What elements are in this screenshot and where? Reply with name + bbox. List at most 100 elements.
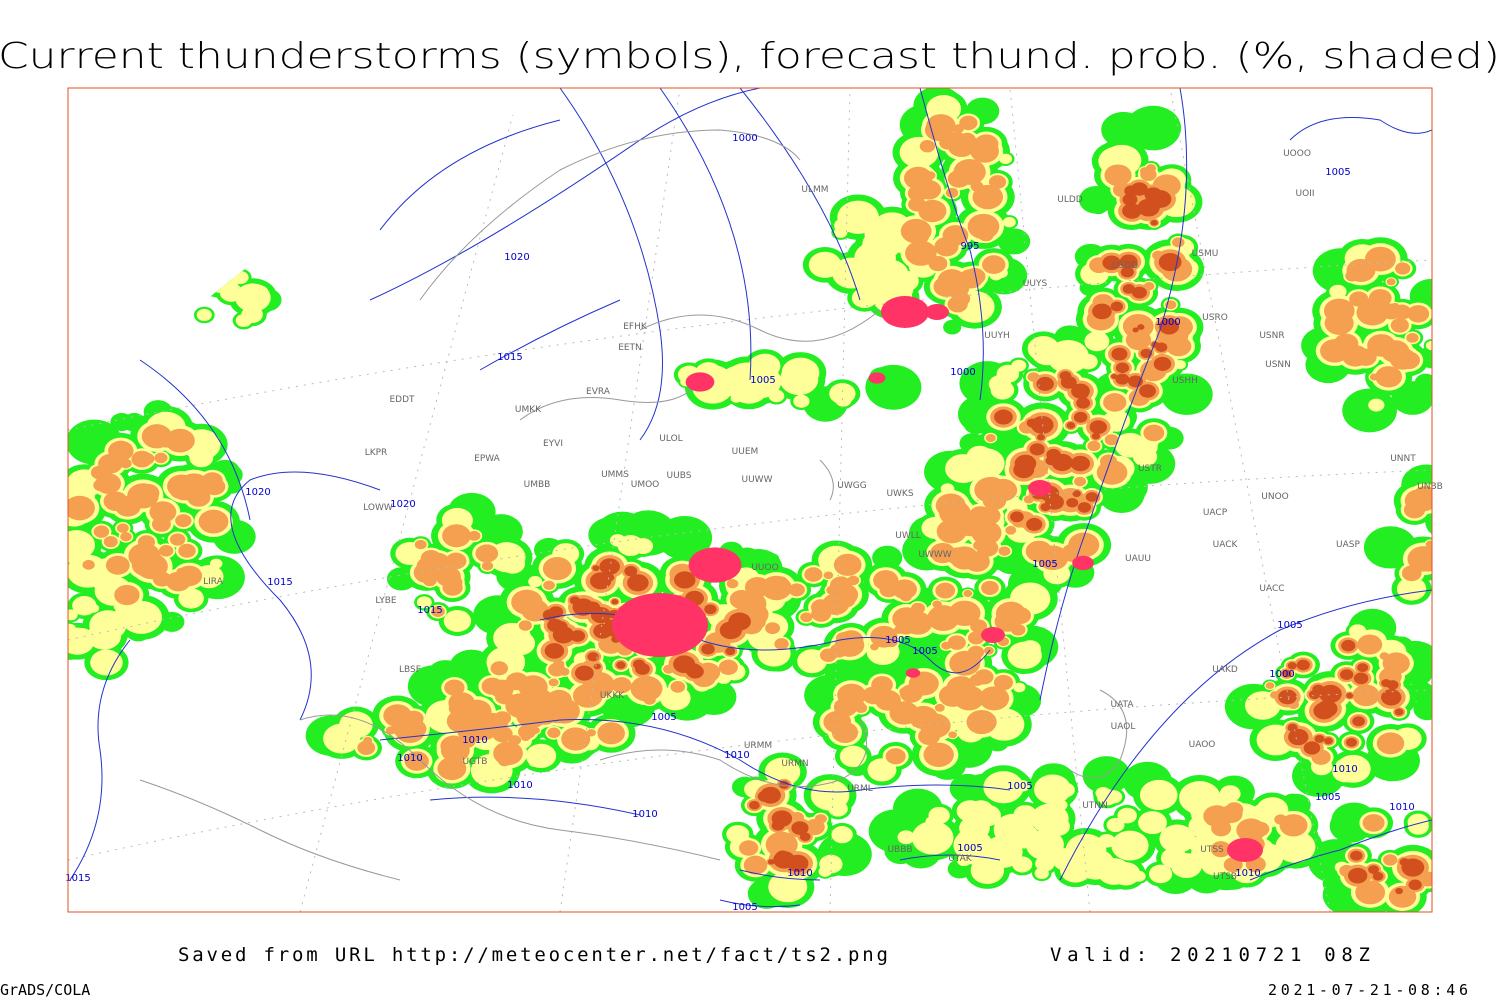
shade-cell: [1150, 219, 1158, 226]
shade-cell: [969, 674, 985, 686]
station-label: UKKK: [600, 691, 625, 701]
shade-cell: [949, 650, 981, 676]
shade-cell: [793, 394, 810, 408]
shade-cell: [481, 561, 494, 571]
shade-cell: [1170, 853, 1203, 879]
shade-cell: [775, 880, 802, 902]
shade-cell: [1045, 494, 1064, 510]
shade-cell: [1345, 270, 1359, 282]
shade-cell: [561, 727, 591, 751]
station-label: UUEM: [732, 447, 759, 457]
shade-cell: [1386, 278, 1396, 286]
shade-cell: [1319, 684, 1342, 703]
shade-cell: [1013, 461, 1035, 479]
shade-cell: [1082, 756, 1131, 795]
shade-cell: [895, 617, 917, 635]
isobar-label: 1005: [750, 375, 775, 386]
shade-cell: [1084, 331, 1110, 352]
shade-cell: [1076, 397, 1091, 409]
shade-cell: [1059, 371, 1072, 381]
station-label: USNR: [1259, 331, 1284, 341]
shade-cell: [757, 791, 772, 802]
station-label: UMBB: [524, 480, 551, 490]
shade-cell: [1128, 375, 1144, 388]
shade-cell: [1352, 716, 1365, 727]
shade-cell: [1036, 434, 1045, 441]
shade-cell: [1346, 395, 1369, 413]
shade-cell: [139, 452, 155, 465]
shade-cell: [593, 663, 601, 670]
shade-cell: [974, 134, 999, 154]
shade-cell: [1356, 299, 1389, 326]
shade-cell: [1066, 498, 1079, 508]
shade-cell: [973, 540, 986, 551]
station-label: UTAK: [948, 854, 973, 864]
station-label: EDDT: [389, 395, 415, 405]
shade-cell: [1314, 734, 1325, 743]
storm-symbol: [688, 547, 742, 583]
shade-cell: [979, 686, 1010, 711]
shade-cell: [935, 493, 966, 518]
shade-cell: [1155, 342, 1168, 352]
isobar-label: 1015: [417, 605, 442, 616]
shade-cell: [1408, 681, 1432, 703]
station-label: LIRA: [203, 577, 224, 587]
shade-cell: [1079, 837, 1104, 857]
isobar-label: 1010: [632, 809, 657, 820]
shade-cell: [209, 558, 223, 569]
shade-cell: [93, 525, 110, 538]
shade-cell: [943, 319, 962, 335]
shade-cell: [885, 748, 906, 765]
shade-cell: [657, 515, 713, 560]
station-label: USRO: [1202, 313, 1228, 323]
software: GrADS/COLA: [0, 981, 90, 999]
shade-cell: [1376, 732, 1405, 755]
shade-cell: [968, 506, 992, 525]
station-label: USDD: [1112, 261, 1138, 271]
probability-shading: [68, 88, 1432, 912]
station-label: EPWA: [474, 454, 501, 464]
shade-cell: [899, 687, 909, 696]
shade-cell: [166, 571, 191, 592]
shade-cell: [1046, 816, 1070, 836]
station-label: ULDD: [1057, 195, 1083, 205]
shade-cell: [966, 448, 1005, 479]
shade-cell: [1096, 460, 1128, 485]
shade-cell: [178, 543, 196, 558]
shade-cell: [1026, 418, 1039, 428]
shade-cell: [1132, 327, 1139, 333]
station-label: UWWW: [918, 550, 951, 560]
station-label: USTR: [1138, 464, 1162, 474]
station-label: UNBB: [1417, 482, 1443, 492]
storm-symbol: [905, 668, 921, 678]
shade-cell: [592, 565, 600, 572]
isobar-label: 1010: [1389, 802, 1414, 813]
shade-cell: [718, 659, 738, 675]
shade-cell: [948, 731, 957, 739]
shade-cell: [981, 580, 999, 595]
shade-cell: [935, 582, 956, 599]
shade-cell: [103, 536, 118, 548]
shade-cell: [1381, 340, 1410, 363]
shade-cell: [704, 604, 717, 615]
shade-cell: [1145, 164, 1157, 173]
storm-symbol: [1072, 555, 1094, 571]
shade-cell: [1074, 476, 1087, 487]
station-label: UUYS: [1023, 279, 1048, 289]
station-label: UUBS: [667, 471, 692, 481]
shade-cell: [635, 663, 650, 675]
station-label: LKPR: [365, 448, 388, 458]
station-label: LYBE: [375, 596, 396, 606]
shade-cell: [1340, 669, 1354, 680]
shade-cell: [1125, 105, 1182, 151]
shade-cell: [966, 709, 997, 735]
shade-cell: [1139, 779, 1178, 811]
shade-cell: [447, 576, 463, 589]
station-label: UMMS: [601, 470, 629, 480]
isobar-label: 1005: [1007, 781, 1032, 792]
shade-cell: [68, 627, 94, 648]
shade-cell: [1395, 887, 1403, 895]
shade-cell: [127, 483, 159, 509]
shade-cell: [919, 140, 936, 153]
shade-cell: [738, 840, 759, 856]
